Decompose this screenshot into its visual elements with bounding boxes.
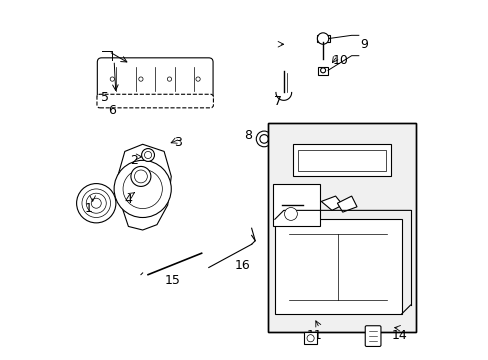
Circle shape (114, 160, 171, 217)
Circle shape (134, 170, 147, 183)
Text: 16: 16 (234, 259, 250, 272)
Circle shape (82, 189, 110, 217)
Bar (317, 67, 327, 75)
FancyBboxPatch shape (365, 326, 380, 346)
Circle shape (123, 169, 162, 208)
Bar (304, 332, 316, 344)
Circle shape (259, 135, 268, 143)
Bar (267, 123, 415, 332)
Text: 1: 1 (85, 202, 93, 215)
Circle shape (317, 33, 328, 44)
Polygon shape (118, 144, 171, 230)
Text: 9: 9 (360, 38, 367, 51)
Text: 3: 3 (174, 136, 182, 149)
Text: 14: 14 (391, 329, 407, 342)
Circle shape (256, 131, 271, 147)
Polygon shape (337, 196, 356, 212)
Circle shape (144, 152, 151, 158)
Circle shape (86, 193, 106, 213)
Bar (267, 123, 415, 332)
Text: 7: 7 (274, 95, 282, 108)
Text: 15: 15 (165, 274, 181, 287)
Text: 4: 4 (124, 193, 132, 206)
Bar (292, 144, 390, 176)
Circle shape (142, 149, 154, 161)
Polygon shape (321, 196, 342, 210)
Bar (316, 35, 329, 42)
Bar (298, 150, 385, 171)
FancyBboxPatch shape (97, 58, 213, 100)
Bar (274, 219, 401, 314)
Circle shape (320, 68, 325, 73)
Text: 2: 2 (129, 154, 138, 167)
Circle shape (131, 166, 151, 186)
Circle shape (91, 198, 101, 208)
FancyBboxPatch shape (97, 94, 213, 108)
Text: 13: 13 (286, 197, 302, 210)
Text: 12: 12 (366, 166, 382, 179)
Circle shape (306, 335, 313, 342)
Bar (272, 184, 319, 226)
Circle shape (77, 184, 116, 223)
Text: 6: 6 (108, 104, 116, 117)
Text: 11: 11 (305, 329, 322, 342)
Circle shape (284, 207, 297, 220)
Text: 8: 8 (244, 129, 251, 142)
Text: 10: 10 (332, 54, 348, 67)
Text: 5: 5 (101, 91, 109, 104)
